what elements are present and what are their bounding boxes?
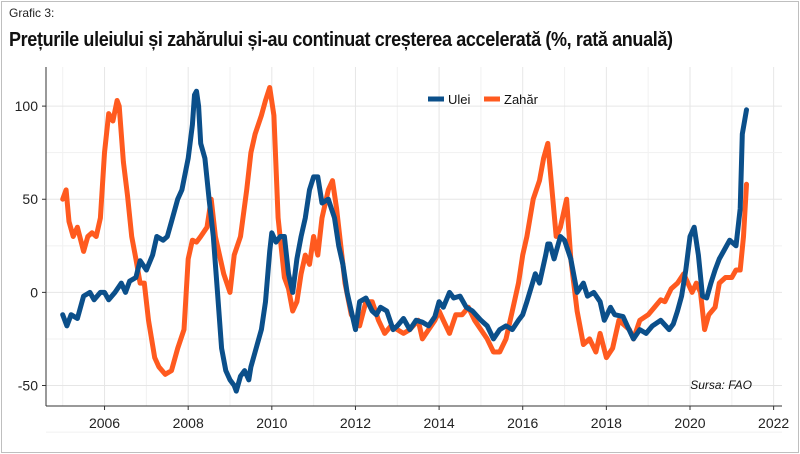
gridlines [46, 67, 782, 433]
y-tick-label: 50 [22, 191, 38, 207]
x-tick-label: 2006 [89, 415, 120, 431]
x-tick-label: 2010 [256, 415, 287, 431]
y-tick-label: 0 [30, 284, 38, 300]
series-lines [60, 85, 749, 394]
legend-label: Ulei [448, 92, 471, 107]
chart-title: Prețurile uleiului și zahărului și-au co… [9, 29, 673, 51]
axes: 2006 2008 2010 2012 2014 2016 2018 2020 2022 -50 0… [15, 67, 789, 431]
x-tick-label: 2014 [424, 415, 455, 431]
legend: Ulei Zahăr [428, 92, 539, 107]
source-note: Sursa: FAO [690, 378, 752, 392]
y-tick-label: -50 [18, 378, 38, 394]
x-tick-label: 2022 [758, 415, 789, 431]
x-tick-label: 2008 [173, 415, 204, 431]
x-tick-label: 2020 [674, 415, 705, 431]
legend-label: Zahăr [504, 92, 539, 107]
y-tick-label: 100 [15, 98, 39, 114]
x-tick-label: 2012 [340, 415, 371, 431]
x-tick-label: 2018 [591, 415, 622, 431]
figure-caption: Grafic 3: [9, 6, 55, 20]
x-tick-label: 2016 [507, 415, 538, 431]
series-line-ulei [60, 88, 749, 394]
